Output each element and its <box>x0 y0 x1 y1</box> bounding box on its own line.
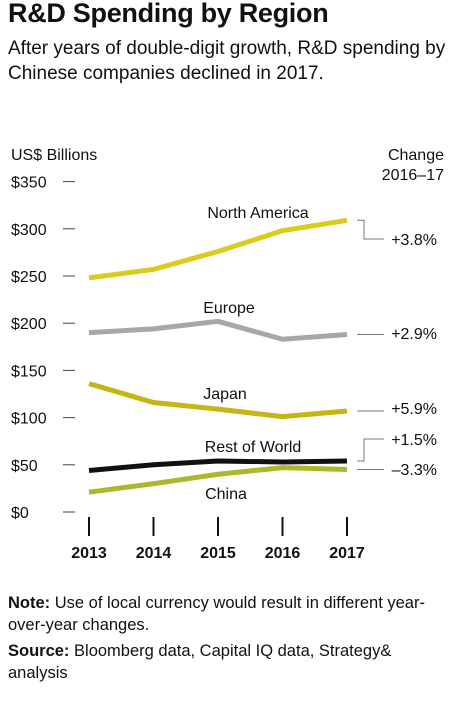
change-label: +1.5% <box>391 432 437 449</box>
series-name-label: Rest of World <box>205 439 302 456</box>
change-header-line-2: 2016–17 <box>382 167 444 184</box>
source: Source: Bloomberg data, Capital IQ data,… <box>8 640 448 684</box>
y-tick-label: $200 <box>11 316 47 333</box>
change-connector <box>357 219 384 240</box>
note-label: Note: <box>8 594 51 612</box>
x-tick-label: 2014 <box>136 545 172 562</box>
line-chart: US$ Billions Change 2016–17 $0 $50 $100 $150 $2… <box>11 147 444 562</box>
y-tick-label: $150 <box>11 363 47 380</box>
y-tick-label: $100 <box>11 411 47 428</box>
y-tick-label: $350 <box>11 175 47 192</box>
source-text: Bloomberg data, Capital IQ data, Strateg… <box>8 642 392 682</box>
series-line <box>88 458 348 473</box>
y-tick-label: $250 <box>11 269 47 286</box>
change-label: +3.8% <box>391 232 437 249</box>
change-label: +5.9% <box>391 401 437 418</box>
series-line <box>88 381 348 420</box>
series-line <box>88 217 348 281</box>
series-name-label: China <box>205 486 247 503</box>
x-tick-label: 2013 <box>71 545 107 562</box>
change-label: +2.9% <box>391 326 437 343</box>
change-header-line-1: Change <box>388 147 444 164</box>
note-text: Use of local currency would result in di… <box>8 594 425 634</box>
chart-subtitle: After years of double-digit growth, R&D … <box>8 38 446 84</box>
chart-title: R&D Spending by Region <box>8 0 329 28</box>
y-axis-label: US$ Billions <box>11 147 97 164</box>
x-tick-label: 2017 <box>329 545 365 562</box>
change-label: –3.3% <box>392 462 437 479</box>
x-tick-label: 2016 <box>265 545 301 562</box>
x-tick-label: 2015 <box>200 545 236 562</box>
note: Note: Use of local currency would result… <box>8 592 448 636</box>
y-tick-label: $50 <box>11 458 38 475</box>
series-line <box>88 465 348 495</box>
series-line <box>88 318 348 342</box>
series-name-label: Europe <box>203 300 255 317</box>
source-label: Source: <box>8 642 70 660</box>
series-name-label: North America <box>207 205 308 222</box>
y-tick-label: $0 <box>11 505 29 522</box>
y-tick-label: $300 <box>11 222 47 239</box>
change-connector <box>357 438 384 462</box>
series-name-label: Japan <box>203 386 247 403</box>
